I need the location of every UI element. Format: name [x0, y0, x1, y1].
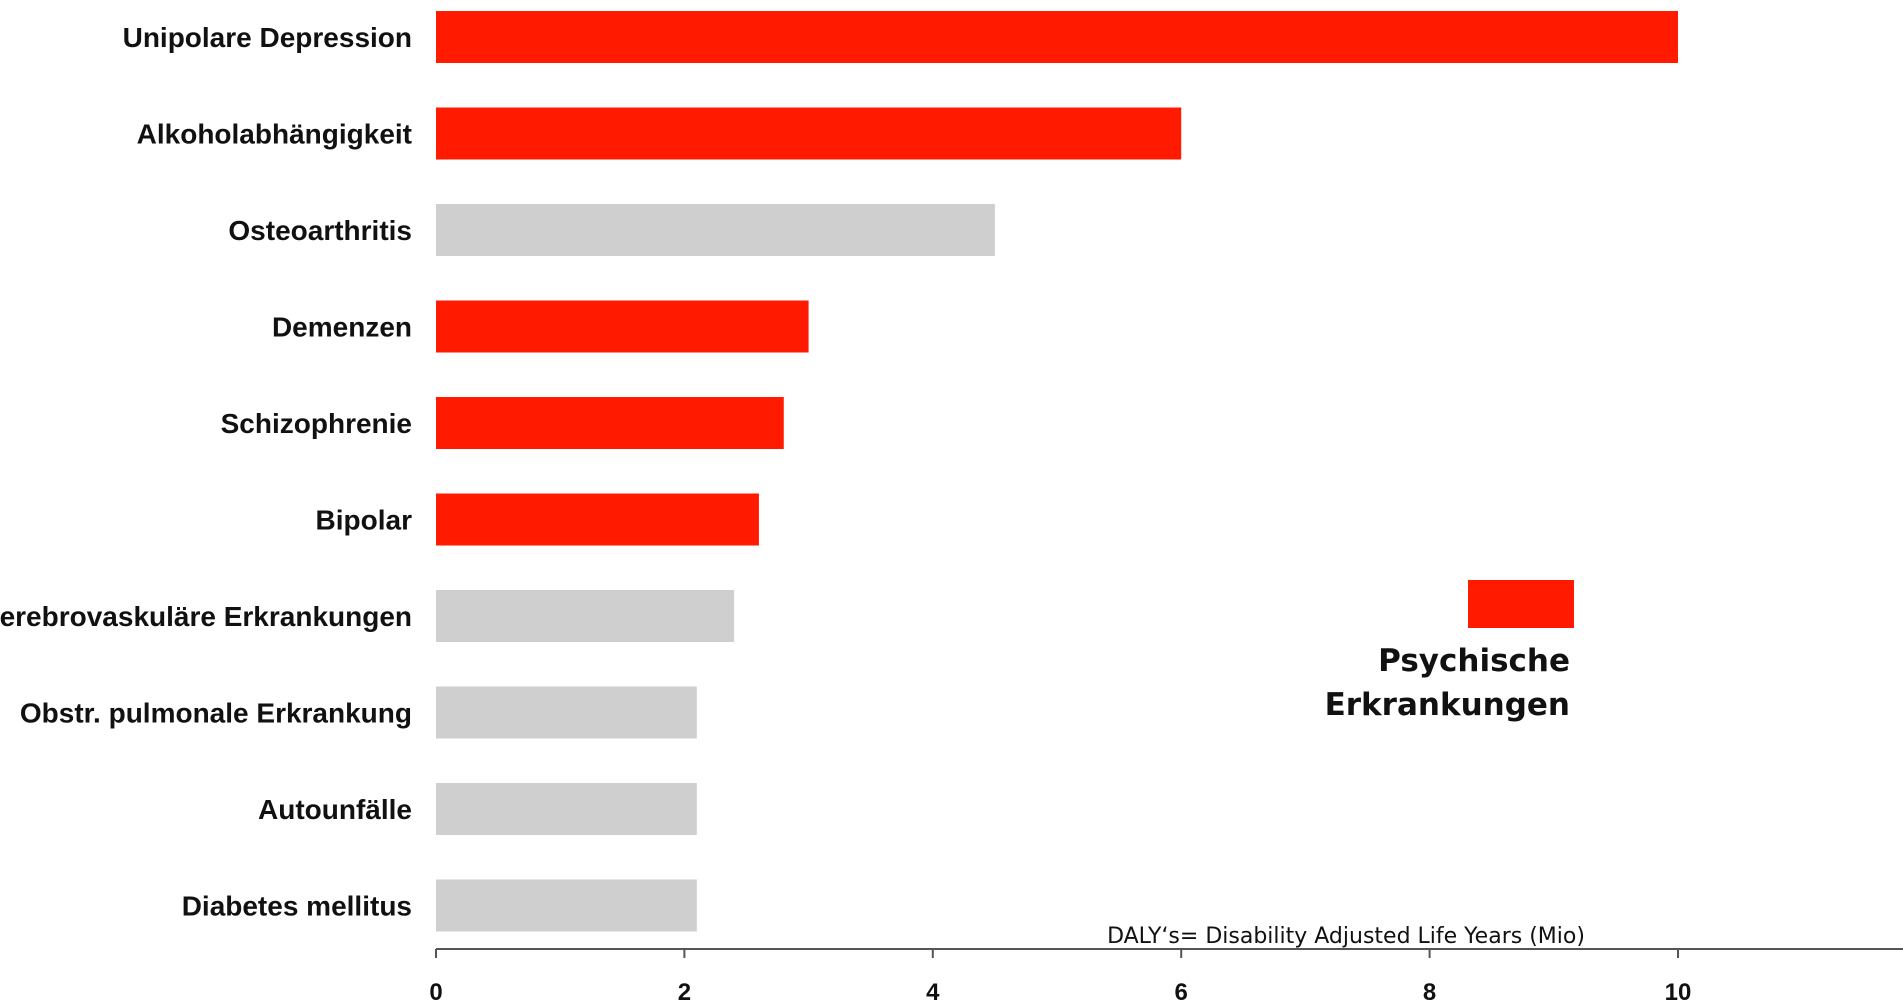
- category-label: Autounfälle: [258, 794, 412, 825]
- category-labels-group: Unipolare Depression Alkoholabhängigkeit O…: [0, 22, 412, 922]
- category-label: Unipolare Depression: [123, 22, 412, 53]
- bar: [436, 397, 784, 449]
- category-label: Bipolar: [316, 505, 413, 536]
- bar: [436, 300, 809, 353]
- x-axis-title: DALY‘s= Disability Adjusted Life Years (…: [1107, 924, 1585, 949]
- x-tick-label: 10: [1665, 979, 1692, 1004]
- x-tick-label: 8: [1423, 979, 1436, 1004]
- bar: [436, 11, 1678, 63]
- legend-label-line1: Psychische: [1378, 643, 1570, 679]
- bar: [436, 204, 995, 256]
- legend-label-line2: Erkrankungen: [1325, 687, 1570, 723]
- legend-swatch-psychische-erkrankungen: [1468, 580, 1574, 628]
- bar: [436, 107, 1182, 160]
- category-label: Zerebrovaskuläre Erkrankungen: [0, 601, 412, 632]
- x-axis-ticks-group: 0 2 4 6 8 10: [429, 949, 1691, 1004]
- legend: Psychische Erkrankungen: [1325, 580, 1574, 723]
- bar: [436, 493, 759, 546]
- category-label: Alkoholabhängigkeit: [137, 119, 412, 150]
- bar: [436, 783, 697, 835]
- bar: [436, 686, 697, 739]
- category-label: Schizophrenie: [221, 408, 412, 439]
- bar: [436, 879, 697, 932]
- category-label: Osteoarthritis: [228, 215, 412, 246]
- bar: [436, 590, 735, 642]
- x-tick-label: 0: [429, 979, 442, 1004]
- category-label: Diabetes mellitus: [182, 891, 412, 922]
- category-label: Obstr. pulmonale Erkrankung: [20, 698, 412, 729]
- bars-group: [436, 11, 1678, 932]
- category-label: Demenzen: [272, 312, 412, 343]
- x-tick-label: 4: [926, 979, 940, 1004]
- x-tick-label: 6: [1175, 979, 1188, 1004]
- x-tick-label: 2: [678, 979, 691, 1004]
